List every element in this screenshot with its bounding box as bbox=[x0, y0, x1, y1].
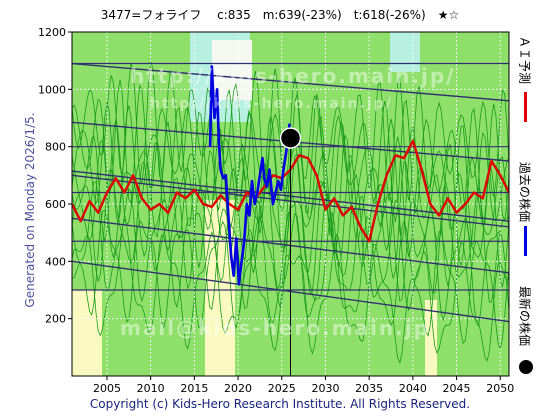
legend-latest-price: 最新の株価 bbox=[517, 285, 532, 347]
latest-marker-group bbox=[279, 127, 302, 376]
chart-title: 3477=フォライフ c:835 m:639(-23%) t:618(-26%)… bbox=[100, 8, 460, 22]
x-tick-label: 2015 bbox=[180, 382, 208, 395]
copyright-footer: Copyright (c) Kids-Hero Research Institu… bbox=[89, 397, 471, 411]
y-axis: 200 400 600 800 1000 1200 bbox=[38, 26, 72, 326]
x-tick-label: 2035 bbox=[355, 382, 383, 395]
x-tick-label: 2025 bbox=[268, 382, 296, 395]
x-tick-label: 2020 bbox=[224, 382, 252, 395]
x-tick-label: 2030 bbox=[311, 382, 339, 395]
watermark-1: http://kids-hero.main.jp/ bbox=[130, 64, 456, 88]
legend-ai-forecast-swatch bbox=[524, 92, 527, 122]
y-tick-label: 400 bbox=[45, 255, 66, 268]
x-tick-label: 2050 bbox=[486, 382, 514, 395]
y-tick-label: 1000 bbox=[38, 83, 66, 96]
past-price-line bbox=[208, 65, 291, 286]
y-tick-label: 200 bbox=[45, 313, 66, 326]
band-yellow-1 bbox=[72, 290, 102, 376]
y-tick-label: 600 bbox=[45, 198, 66, 211]
legend-past-price-swatch bbox=[524, 226, 527, 256]
envelope-line bbox=[72, 61, 509, 201]
diagonal-trend-line bbox=[72, 62, 509, 102]
legend-ai-forecast: ＡＩ予測 bbox=[517, 35, 532, 85]
x-tick-label: 2045 bbox=[443, 382, 471, 395]
y-tick-label: 800 bbox=[45, 141, 66, 154]
generated-date: Generated on Monday 2026/1/5. bbox=[23, 112, 37, 308]
watermark-2: http://kids-hero.main.jp/ bbox=[150, 96, 393, 112]
y-tick-label: 1200 bbox=[38, 26, 66, 39]
latest-price-marker bbox=[279, 127, 302, 149]
legend-past-price: 過去の株価 bbox=[517, 161, 532, 223]
watermark-3: mail@kids-hero.main.jp bbox=[120, 316, 430, 340]
x-tick-label: 2010 bbox=[137, 382, 165, 395]
band-white-1 bbox=[212, 40, 252, 100]
legend-latest-price-dot bbox=[519, 360, 533, 374]
x-tick-label: 2005 bbox=[93, 382, 121, 395]
x-axis: 2005 2010 2015 2020 2025 2030 2035 2040 2045 2050 bbox=[93, 376, 514, 395]
band-cyan-2 bbox=[390, 32, 420, 72]
x-tick-label: 2040 bbox=[399, 382, 427, 395]
background-bands bbox=[72, 32, 437, 376]
